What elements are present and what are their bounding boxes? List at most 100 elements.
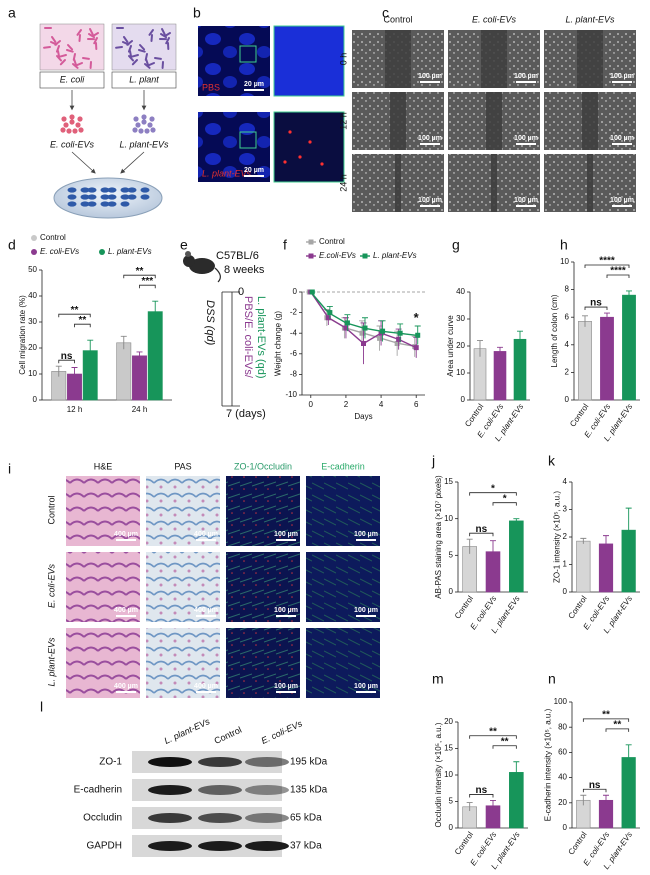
bar: [116, 342, 132, 401]
bacterium: [144, 63, 151, 69]
strain: C57BL/6: [216, 250, 259, 262]
bacterium: [75, 62, 83, 67]
bar: [513, 338, 527, 401]
x-tick-label: 6: [414, 400, 419, 409]
error-bar: [497, 346, 503, 356]
legend-label: L. plant-EVs: [108, 247, 152, 256]
fluorescence-image: [198, 112, 270, 182]
blot-band: [245, 757, 289, 767]
error-bar: [513, 518, 520, 524]
significance-label: ns: [590, 298, 602, 309]
legend-label: Control: [40, 233, 66, 242]
scale-bar-label: 100 µm: [274, 683, 298, 690]
bacterium: [91, 32, 99, 38]
error-bar: [152, 300, 159, 322]
bacterium: [78, 34, 81, 42]
age: 8 weeks: [224, 264, 265, 276]
bacterium: [56, 55, 63, 62]
blot-band: [148, 757, 192, 767]
scale-bar-label: 100 µm: [354, 531, 378, 538]
histology-image: [66, 552, 140, 622]
bacterium: [128, 55, 135, 62]
significance-bracket: [606, 274, 630, 278]
ev-dot: [141, 114, 147, 120]
x-axis-label: Days: [354, 412, 372, 421]
panel-label: h: [560, 237, 568, 253]
ev-dot: [69, 114, 75, 120]
mouse-body: [189, 258, 215, 274]
marker: [309, 289, 315, 295]
scale-bar-label: 100 µm: [418, 73, 442, 80]
mouse-ear: [185, 251, 191, 257]
bacterium: [131, 59, 138, 66]
ev-signal: [283, 160, 287, 164]
ev-dot: [66, 128, 72, 134]
cell: [107, 187, 117, 193]
error-bar: [55, 365, 62, 377]
bacterium: [57, 50, 61, 58]
y-axis-label: Occludin intensity (×10⁵, a.u.): [434, 722, 443, 827]
ev-label: L. plant-EVs: [119, 139, 169, 149]
error-bar: [580, 537, 587, 544]
y-tick-label: 60: [558, 748, 567, 757]
cell: [120, 187, 130, 193]
bacterium: [93, 37, 98, 45]
ev-dot: [77, 116, 83, 122]
column-header: L. plant-EVs: [565, 14, 615, 24]
significance-bracket: [582, 788, 607, 793]
blot-band: [198, 813, 242, 823]
panel-label: a: [8, 5, 16, 21]
panel-label: l: [40, 699, 43, 715]
significance-bracket: [582, 718, 630, 722]
panel-label: d: [8, 237, 16, 253]
cell: [67, 201, 77, 207]
ev-label: E. coli-EVs: [50, 139, 95, 149]
y-tick-label: -4: [290, 328, 298, 337]
significance-label: ns: [61, 351, 73, 362]
cell: [80, 187, 90, 193]
scale-bar-label: 400 µm: [194, 531, 218, 538]
significance-label: **: [613, 719, 621, 730]
label-box: [39, 71, 105, 89]
error-bar: [490, 799, 496, 812]
ev-signal: [298, 155, 302, 159]
y-tick-label: 0: [293, 287, 298, 296]
ev-dot: [141, 119, 147, 125]
y-tick-label: 10: [456, 368, 465, 377]
bacterium: [148, 29, 154, 36]
marker: [397, 330, 403, 336]
bacterium: [163, 32, 171, 38]
blot-band: [198, 785, 242, 795]
error-bar: [604, 312, 610, 322]
significance-bracket: [123, 274, 156, 279]
bacterium: [89, 28, 94, 36]
x-tick-label: Control: [453, 594, 475, 620]
zoom-box: [239, 131, 257, 149]
marker: [327, 310, 333, 316]
ev-dot: [78, 127, 84, 133]
blot-band: [148, 785, 192, 795]
y-tick-label: 40: [28, 291, 37, 300]
y-tick-label: -10: [285, 390, 297, 399]
protein-label: E-cadherin: [74, 785, 122, 796]
x-tick-label: Control: [453, 830, 475, 856]
error-bar: [87, 339, 94, 361]
cell: [120, 201, 130, 207]
panel-label: f: [283, 237, 287, 253]
scale-bar-label: 100 µm: [514, 197, 538, 204]
column-header: Control: [383, 14, 412, 24]
ev-dot: [60, 127, 66, 133]
bacterium: [43, 46, 51, 49]
significance-bracket: [492, 502, 517, 506]
bacterium: [123, 36, 129, 43]
bar: [147, 311, 163, 401]
arrow: [120, 151, 145, 174]
scale-bar-label: 100 µm: [514, 135, 538, 142]
legend-label: E. coli-EVs: [40, 247, 79, 256]
significance-label: **: [489, 726, 497, 737]
y-tick-label: 10: [28, 369, 37, 378]
row-label: E. coli-EVs: [46, 563, 56, 608]
significance-bracket: [58, 313, 91, 318]
scale-bar-label: 100 µm: [610, 135, 634, 142]
